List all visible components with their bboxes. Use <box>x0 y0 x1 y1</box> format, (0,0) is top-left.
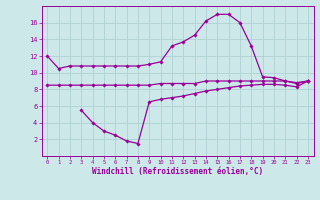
X-axis label: Windchill (Refroidissement éolien,°C): Windchill (Refroidissement éolien,°C) <box>92 167 263 176</box>
